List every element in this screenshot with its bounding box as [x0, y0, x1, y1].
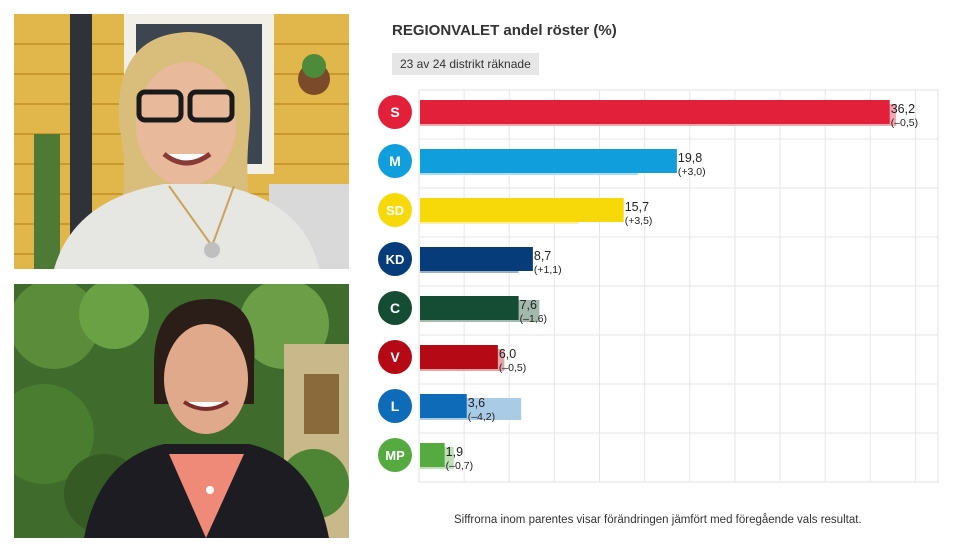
bar-change-label-m: (+3,0): [678, 166, 706, 178]
party-badge-mp: [378, 438, 412, 472]
party-badge-label-l: L: [391, 398, 400, 414]
photo-woman-dark-jacket: [14, 284, 349, 538]
party-badge-sd: [378, 193, 412, 227]
bar-value-label-c: 7,6: [520, 298, 537, 312]
party-badge-label-m: M: [389, 153, 401, 169]
bar-change-label-v: (–0,5): [499, 362, 526, 374]
photo-woman-glasses: [14, 14, 349, 269]
bar-current-l: [420, 394, 467, 418]
bar-change-label-s: (–0,5): [891, 117, 918, 129]
bar-change-label-kd: (+1,1): [534, 264, 562, 276]
party-badge-label-mp: MP: [385, 448, 405, 463]
bar-value-label-v: 6,0: [499, 347, 516, 361]
bar-current-sd: [420, 198, 624, 222]
bar-value-label-m: 19,8: [678, 151, 702, 165]
bar-value-label-s: 36,2: [891, 102, 915, 116]
bar-current-kd: [420, 247, 533, 271]
party-badge-s: [378, 95, 412, 129]
bar-current-s: [420, 100, 890, 124]
party-badge-label-c: C: [390, 300, 400, 316]
chart-title: REGIONVALET andel röster (%): [392, 22, 617, 39]
party-badge-label-v: V: [390, 349, 400, 365]
party-badge-label-kd: KD: [386, 252, 405, 267]
bar-current-v: [420, 345, 498, 369]
bar-change-label-l: (–4,2): [468, 411, 495, 423]
bar-change-label-mp: (–0,7): [446, 460, 473, 472]
bar-current-m: [420, 149, 677, 173]
bar-current-mp: [420, 443, 445, 467]
party-badge-label-s: S: [390, 104, 399, 120]
party-badge-v: [378, 340, 412, 374]
party-badge-m: [378, 144, 412, 178]
bar-change-label-c: (–1,6): [520, 313, 547, 325]
chart-footnote: Siffrorna inom parentes visar förändring…: [454, 514, 862, 526]
party-badge-kd: [378, 242, 412, 276]
party-badge-c: [378, 291, 412, 325]
bar-value-label-l: 3,6: [468, 396, 485, 410]
bar-value-label-sd: 15,7: [625, 200, 649, 214]
districts-counted-badge: 23 av 24 distrikt räknade: [392, 53, 539, 75]
party-badge-l: [378, 389, 412, 423]
bar-current-c: [420, 296, 519, 320]
bar-value-label-kd: 8,7: [534, 249, 551, 263]
bar-value-label-mp: 1,9: [446, 445, 463, 459]
party-badge-label-sd: SD: [386, 203, 404, 218]
bar-change-label-sd: (+3,5): [625, 215, 653, 227]
